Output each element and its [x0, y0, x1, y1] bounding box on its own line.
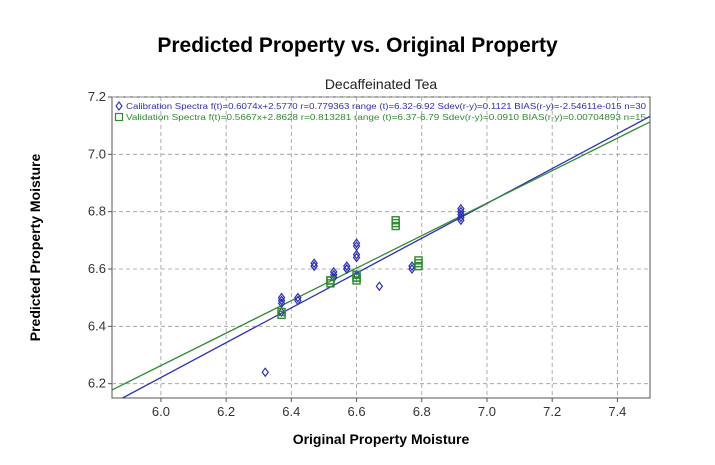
legend-entry-validation: Validation Spectra f(t)=0.5667x+2.8628 r… [126, 113, 647, 122]
y-tick-label: 6.8 [88, 204, 106, 219]
y-tick-label: 6.4 [88, 318, 106, 333]
calibration-point [457, 212, 465, 223]
validation-point [326, 276, 335, 285]
calibration-point [343, 261, 351, 272]
chart-title: Predicted Property vs. Original Property [157, 34, 558, 57]
calibration-point [352, 238, 361, 249]
x-tick-label: 7.0 [478, 404, 496, 419]
x-tick-label: 6.6 [348, 404, 366, 419]
calibration-point [294, 292, 302, 303]
fit-line-calibration [121, 115, 650, 398]
fit-line-validation [112, 121, 650, 391]
legend-marker-validation [114, 112, 124, 122]
y-tick-label: 7.0 [88, 146, 106, 161]
calibration-point [277, 298, 286, 309]
calibration-point [343, 264, 351, 274]
x-tick-label: 6.0 [152, 404, 170, 419]
validation-point [414, 259, 423, 268]
x-tick-label: 6.4 [282, 404, 300, 419]
legend-entry-calibration: Calibration Spectra f(t)=0.6074x+2.5770 … [126, 102, 647, 111]
calibration-point [310, 258, 318, 269]
validation-point [352, 273, 361, 282]
calibration-point [457, 206, 465, 217]
x-tick-label: 7.4 [608, 404, 626, 419]
y-tick-label: 6.2 [88, 376, 106, 391]
calibration-point [375, 281, 384, 292]
x-axis-title: Original Property Moisture [293, 431, 470, 447]
x-tick-label: 6.2 [217, 404, 235, 419]
calibration-point [329, 266, 338, 277]
calibration-point [408, 261, 416, 272]
plot-area [111, 96, 651, 399]
calibration-point [352, 249, 361, 260]
validation-point [277, 307, 286, 317]
y-tick-label: 6.6 [88, 261, 106, 276]
x-tick-label: 7.2 [543, 404, 561, 419]
legend-marker-calibration [115, 101, 123, 111]
calibration-point [277, 292, 286, 303]
x-tick-label: 6.8 [413, 404, 431, 419]
chart-subtitle: Decaffeinated Tea [325, 76, 438, 92]
validation-point [391, 221, 400, 231]
y-tick-label: 7.2 [88, 89, 106, 104]
calibration-point [261, 367, 269, 378]
validation-point [391, 216, 400, 225]
y-axis-title: Predicted Property Moisture [27, 154, 43, 342]
calibration-point [310, 261, 318, 272]
